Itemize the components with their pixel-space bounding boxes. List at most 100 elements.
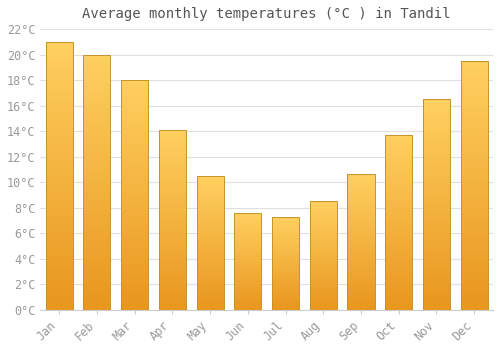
Bar [159,137,186,139]
Bar [272,248,299,249]
Bar [121,186,148,188]
Bar [121,195,148,197]
Bar [423,99,450,310]
Bar [385,273,412,275]
Bar [310,293,337,295]
Bar [84,282,110,284]
Bar [84,289,110,292]
Bar [272,267,299,268]
Bar [272,243,299,244]
Bar [159,155,186,157]
Bar [348,260,374,261]
Bar [46,235,73,237]
Bar [385,194,412,196]
Bar [234,241,262,242]
Bar [196,216,224,217]
Bar [460,98,488,101]
Bar [159,231,186,232]
Bar [310,253,337,254]
Bar [84,65,110,67]
Bar [121,94,148,96]
Bar [84,274,110,276]
Bar [46,111,73,114]
Bar [460,103,488,106]
Bar [46,288,73,291]
Bar [196,247,224,248]
Bar [385,304,412,306]
Bar [196,220,224,221]
Bar [234,226,262,227]
Bar [46,130,73,133]
Bar [385,289,412,290]
Bar [310,220,337,221]
Bar [121,172,148,174]
Bar [423,114,450,116]
Bar [196,192,224,193]
Bar [272,250,299,251]
Bar [272,244,299,245]
Bar [385,270,412,271]
Bar [46,296,73,299]
Bar [196,189,224,190]
Bar [46,146,73,149]
Bar [84,98,110,100]
Bar [385,282,412,284]
Bar [84,172,110,175]
Bar [460,290,488,292]
Bar [385,261,412,262]
Bar [159,191,186,193]
Bar [310,214,337,215]
Bar [196,278,224,279]
Bar [46,52,73,55]
Bar [84,85,110,88]
Bar [46,192,73,195]
Bar [46,44,73,47]
Bar [385,163,412,164]
Bar [385,278,412,280]
Bar [159,252,186,254]
Bar [310,239,337,240]
Bar [385,168,412,170]
Bar [46,275,73,278]
Bar [385,284,412,285]
Bar [460,270,488,272]
Bar [310,258,337,259]
Bar [348,176,374,177]
Bar [46,55,73,58]
Bar [234,284,262,285]
Bar [84,203,110,205]
Bar [385,248,412,250]
Bar [46,251,73,253]
Bar [348,234,374,235]
Bar [272,245,299,246]
Bar [46,283,73,286]
Bar [121,114,148,117]
Bar [272,266,299,267]
Bar [234,277,262,278]
Bar [460,297,488,300]
Bar [196,233,224,235]
Bar [272,289,299,290]
Bar [159,225,186,227]
Bar [234,213,262,310]
Bar [159,304,186,306]
Bar [423,246,450,249]
Bar [272,231,299,232]
Bar [310,241,337,243]
Bar [196,243,224,244]
Bar [196,188,224,189]
Bar [159,204,186,205]
Bar [348,307,374,308]
Bar [272,280,299,281]
Bar [310,288,337,289]
Bar [84,88,110,90]
Bar [348,295,374,296]
Bar [196,302,224,303]
Bar [272,226,299,227]
Bar [84,300,110,302]
Bar [121,167,148,170]
Bar [159,141,186,142]
Bar [423,299,450,301]
Bar [196,193,224,195]
Bar [310,303,337,304]
